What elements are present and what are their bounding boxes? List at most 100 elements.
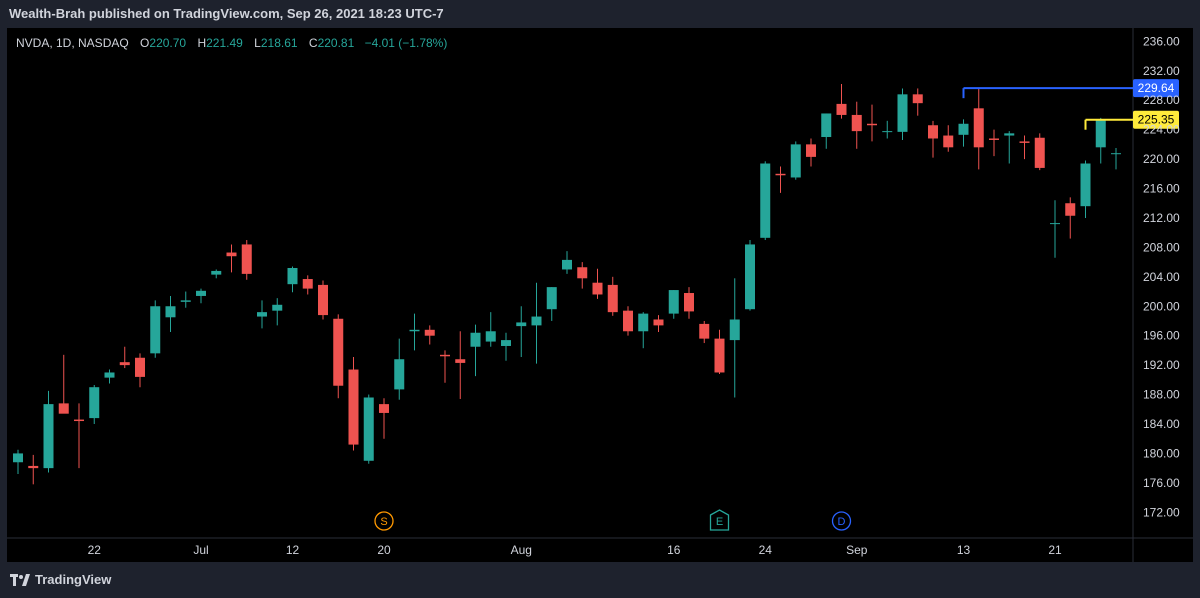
price-chart[interactable]: 229.64 225.35 S E D 236.00 232.00 228.00 224.0…	[7, 28, 1193, 562]
candle-down[interactable]	[424, 325, 435, 345]
candle-down[interactable]	[1019, 135, 1030, 160]
candle-down[interactable]	[928, 120, 938, 158]
candle-body	[455, 359, 466, 363]
candle-down[interactable]	[226, 244, 237, 273]
candle-down[interactable]	[653, 315, 664, 333]
candle-up[interactable]	[409, 313, 420, 351]
candle-down[interactable]	[241, 240, 252, 280]
candle-down[interactable]	[867, 104, 877, 142]
candle-down[interactable]	[973, 88, 984, 170]
candle-up[interactable]	[43, 390, 54, 473]
candle-up[interactable]	[958, 119, 969, 147]
candle-down[interactable]	[119, 346, 130, 369]
candle-body	[745, 244, 755, 310]
candle-body	[699, 323, 710, 339]
candle-down[interactable]	[836, 84, 847, 119]
tradingview-brand[interactable]: TradingView	[10, 572, 111, 587]
candle-up[interactable]	[272, 298, 283, 326]
candle-body	[150, 306, 161, 354]
candle-down[interactable]	[714, 329, 725, 374]
candle-up[interactable]	[546, 287, 557, 321]
candle-down[interactable]	[775, 166, 786, 193]
candle-up[interactable]	[638, 312, 649, 349]
candle-up[interactable]	[882, 120, 893, 139]
candle-down[interactable]	[302, 275, 313, 295]
candle-up[interactable]	[485, 312, 496, 347]
candle-up[interactable]	[1095, 117, 1106, 164]
candle-up[interactable]	[89, 384, 100, 424]
event-marker-d[interactable]: D	[831, 511, 852, 531]
candle-body	[943, 135, 954, 148]
candle-down[interactable]	[379, 398, 389, 439]
candle-up[interactable]	[1080, 160, 1091, 218]
candle-up[interactable]	[531, 282, 542, 364]
candle-up[interactable]	[196, 288, 206, 304]
candle-up[interactable]	[104, 369, 115, 384]
candle-up[interactable]	[1004, 131, 1015, 164]
time-axis[interactable]: 22 Jul 12 20 Aug 16 24 Sep 13 21	[88, 543, 1062, 557]
candle-down[interactable]	[592, 268, 603, 299]
candle-up[interactable]	[165, 295, 176, 333]
candle-up[interactable]	[897, 88, 908, 140]
candle-down[interactable]	[989, 129, 999, 157]
candle-up[interactable]	[257, 300, 267, 329]
event-marker-e[interactable]: E	[709, 509, 730, 531]
candle-up[interactable]	[150, 300, 161, 358]
candle-down[interactable]	[1034, 133, 1045, 171]
candle-up[interactable]	[516, 306, 527, 358]
candle-body	[302, 279, 313, 289]
candle-down[interactable]	[318, 280, 328, 320]
candle-up[interactable]	[668, 290, 679, 319]
price-tick-label: 180.00	[1143, 446, 1180, 460]
candle-up[interactable]	[1050, 200, 1060, 258]
candle-down[interactable]	[607, 276, 618, 316]
candle-down[interactable]	[684, 287, 694, 319]
candle-down[interactable]	[623, 306, 633, 336]
legend-low-label: L	[254, 36, 261, 50]
candle-down[interactable]	[1065, 197, 1076, 239]
price-tick-label: 196.00	[1143, 329, 1180, 343]
candle-up[interactable]	[760, 161, 771, 241]
candle-body	[562, 259, 572, 270]
candle-down[interactable]	[348, 357, 359, 451]
candle-down[interactable]	[333, 314, 344, 399]
candle-down[interactable]	[943, 125, 954, 152]
price-axis[interactable]: 236.00 232.00 228.00 224.00 220.00 216.00 212.…	[1143, 34, 1180, 519]
event-marker-s[interactable]: S	[374, 511, 394, 531]
candle-down[interactable]	[440, 350, 450, 383]
candle-up[interactable]	[287, 266, 298, 293]
candle-down[interactable]	[806, 138, 816, 167]
candle-down[interactable]	[851, 101, 862, 149]
candle-up[interactable]	[13, 449, 23, 475]
candle-up[interactable]	[745, 240, 755, 311]
price-tick-label: 220.00	[1143, 152, 1180, 166]
candle-up[interactable]	[1111, 148, 1121, 170]
candle-down[interactable]	[577, 262, 588, 289]
candle-up[interactable]	[394, 338, 405, 400]
candle-body	[226, 252, 237, 257]
candle-up[interactable]	[562, 251, 572, 274]
candle-up[interactable]	[180, 291, 191, 308]
candle-up[interactable]	[363, 394, 374, 464]
candle-down[interactable]	[28, 454, 39, 485]
candle-up[interactable]	[790, 141, 801, 180]
candle-up[interactable]	[501, 332, 511, 361]
chart-area[interactable]: 229.64 225.35 S E D 236.00 232.00 228.00 224.0…	[7, 28, 1193, 562]
candle-body	[58, 403, 69, 414]
candle-up[interactable]	[470, 324, 481, 377]
candle-body	[531, 316, 542, 326]
candle-down[interactable]	[455, 331, 466, 399]
candle-down[interactable]	[135, 353, 145, 388]
candle-down[interactable]	[699, 320, 710, 344]
candle-body	[74, 419, 84, 422]
candle-down[interactable]	[912, 88, 923, 116]
candle-up[interactable]	[211, 269, 222, 279]
candle-down[interactable]	[58, 354, 69, 414]
candle-down[interactable]	[74, 403, 84, 469]
price-tick-label: 176.00	[1143, 476, 1180, 490]
candle-up[interactable]	[821, 113, 832, 149]
candle-body	[668, 290, 679, 314]
publish-header: Wealth-Brah published on TradingView.com…	[0, 0, 1200, 28]
candle-up[interactable]	[729, 278, 740, 398]
